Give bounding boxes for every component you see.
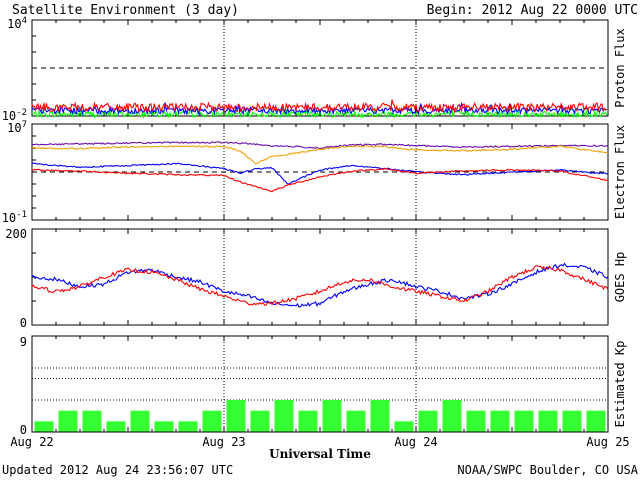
hp-y-tick-label-bottom: 0: [20, 316, 27, 330]
kp-bar: [370, 400, 390, 432]
x-tick-label: Aug 25: [586, 435, 629, 449]
electron-y-tick-label-top: 107: [7, 120, 27, 135]
kp-bar: [226, 400, 246, 432]
kp-bar: [130, 410, 150, 432]
kp-bar: [178, 421, 198, 432]
data-source: NOAA/SWPC Boulder, CO USA: [457, 463, 638, 477]
kp-bar: [322, 400, 342, 432]
hp-y-axis-label: GOES Hp: [613, 252, 627, 303]
hp-y-tick-label-top: 200: [5, 227, 27, 241]
electron-y-tick-label-bottom: 10-1: [2, 210, 27, 225]
kp-y-tick-label-top: 9: [20, 335, 27, 349]
kp-bar: [58, 410, 78, 432]
kp-bar: [274, 400, 294, 432]
electron-series-red: [31, 168, 609, 193]
kp-bar: [490, 410, 510, 432]
kp-bar: [298, 410, 318, 432]
electron-y-axis-label: Electron Flux: [613, 125, 627, 219]
hp-series-blue: [31, 262, 609, 308]
x-tick-labels: Aug 22 Aug 23 Aug 24 Aug 25: [10, 435, 629, 449]
x-axis-label: Universal Time: [269, 447, 371, 461]
updated-time: Updated 2012 Aug 24 23:56:07 UTC: [2, 463, 233, 477]
electron-series-purple: [31, 141, 609, 150]
kp-bar: [514, 410, 534, 432]
kp-y-axis-label: Estimated Kp: [613, 341, 627, 428]
electron-series-blue: [31, 162, 608, 185]
kp-y-tick-label-bottom: 0: [20, 423, 27, 437]
proton-y-tick-label-top: 104: [7, 16, 27, 31]
kp-bar: [82, 410, 102, 432]
kp-bar: [562, 410, 582, 432]
kp-bar: [202, 410, 222, 432]
estimated-kp-panel: Estimated Kp 9 0: [20, 335, 627, 437]
goes-hp-panel: GOES Hp 200 0: [5, 227, 627, 330]
x-tick-label: Aug 22: [10, 435, 53, 449]
kp-bar: [442, 400, 462, 432]
kp-bar: [154, 421, 174, 432]
chart-title: Satellite Environment (3 day): [12, 3, 239, 18]
hp-series-red: [31, 265, 609, 306]
kp-bar: [346, 410, 366, 432]
kp-bar: [34, 421, 54, 432]
kp-bar: [250, 410, 270, 432]
x-tick-label: Aug 23: [202, 435, 245, 449]
kp-bar: [538, 410, 558, 432]
kp-bar: [466, 410, 486, 432]
proton-y-axis-label: Proton Flux: [613, 28, 627, 107]
x-tick-label: Aug 24: [394, 435, 437, 449]
kp-bar: [106, 421, 126, 432]
kp-bar: [418, 410, 438, 432]
electron-flux-panel: Electron Flux 107 10-1: [2, 120, 627, 225]
electron-series-orange: [31, 145, 609, 165]
kp-bar: [394, 421, 414, 432]
begin-time: Begin: 2012 Aug 22 0000 UTC: [427, 3, 638, 18]
kp-bar: [586, 410, 606, 432]
proton-series-red: [31, 99, 608, 114]
